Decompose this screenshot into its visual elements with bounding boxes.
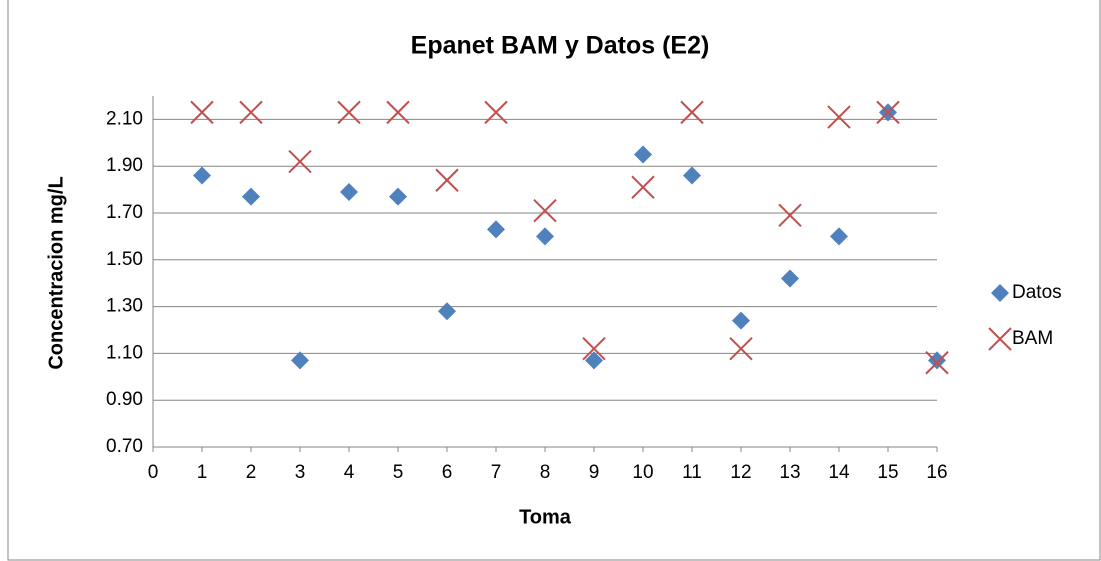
x-tick-label: 5 <box>393 462 404 483</box>
data-point <box>778 203 802 228</box>
data-point <box>193 166 211 185</box>
data-point <box>487 220 505 239</box>
x-tick-label: 14 <box>828 462 850 483</box>
data-point <box>438 302 456 321</box>
y-tick-label: 1.90 <box>106 155 143 176</box>
x-tick-label: 12 <box>730 462 751 483</box>
y-tick-label: 0.70 <box>106 436 143 457</box>
x-tick-label: 2 <box>246 462 257 483</box>
data-point <box>827 105 851 129</box>
x-tick-label: 10 <box>632 462 653 483</box>
data-point <box>533 198 557 223</box>
y-tick-label: 1.10 <box>106 342 143 363</box>
x-axis-label: Toma <box>519 506 572 528</box>
y-tick-label: 0.90 <box>106 389 143 410</box>
data-point <box>389 187 407 206</box>
y-tick-label: 1.30 <box>106 296 143 317</box>
data-point <box>928 351 946 370</box>
y-tick-label: 2.10 <box>106 108 143 129</box>
legend-label: Datos <box>1012 282 1062 303</box>
data-point <box>925 351 949 375</box>
x-tick-label: 7 <box>491 462 502 483</box>
x-tick-label: 13 <box>779 462 800 483</box>
data-point <box>585 351 603 370</box>
data-point <box>190 100 214 125</box>
data-point <box>683 166 701 185</box>
legend-marker <box>991 284 1009 302</box>
data-point <box>536 227 554 246</box>
x-tick-label: 0 <box>148 462 159 483</box>
data-point <box>876 100 900 125</box>
y-axis-label: Concentracion mg/L <box>45 176 67 369</box>
x-tick-label: 1 <box>197 462 208 483</box>
x-tick-label: 8 <box>540 462 551 483</box>
data-point <box>680 100 704 125</box>
x-tick-label: 9 <box>589 462 600 483</box>
x-tick-label: 3 <box>295 462 306 483</box>
x-tick-label: 4 <box>344 462 355 483</box>
data-point <box>340 182 358 201</box>
x-tick-label: 6 <box>442 462 453 483</box>
x-tick-label: 16 <box>926 462 947 483</box>
x-tick-label: 15 <box>877 462 898 483</box>
data-point <box>484 100 508 125</box>
data-point <box>732 311 750 330</box>
data-point <box>830 227 848 246</box>
data-point <box>729 337 753 361</box>
data-point <box>239 100 263 125</box>
chart-border <box>7 0 1101 561</box>
data-point <box>337 100 361 125</box>
x-tick-label: 11 <box>682 462 702 483</box>
data-point <box>582 337 606 361</box>
y-tick-label: 1.70 <box>106 202 143 223</box>
legend-marker <box>988 327 1012 351</box>
data-point <box>291 351 309 370</box>
legend-label: BAM <box>1012 328 1053 349</box>
y-tick-label: 1.50 <box>106 249 143 270</box>
data-point <box>631 175 655 199</box>
data-point <box>242 187 260 206</box>
chart-title: Epanet BAM y Datos (E2) <box>411 32 710 60</box>
data-point <box>781 269 799 288</box>
data-point <box>288 149 312 174</box>
data-point <box>386 100 410 125</box>
data-point <box>435 168 459 192</box>
data-point <box>634 145 652 164</box>
